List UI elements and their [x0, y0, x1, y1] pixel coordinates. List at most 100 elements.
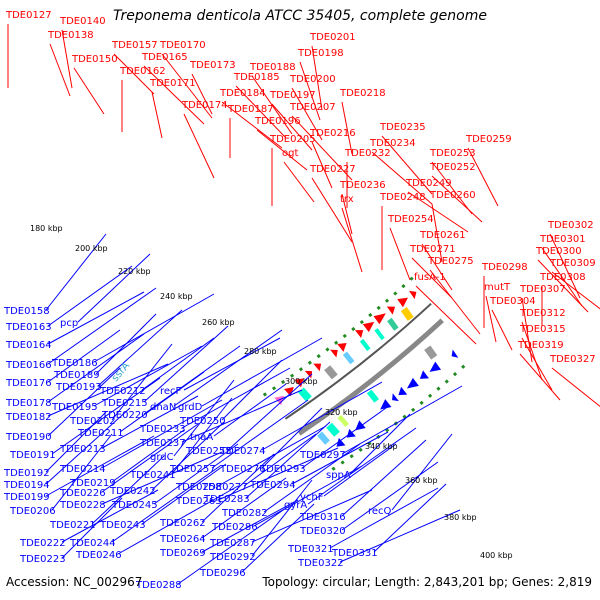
minus-gene-label: TDE0297 [299, 450, 346, 461]
plus-gene-label: mutT [484, 282, 511, 293]
minus-leader-line [47, 363, 169, 417]
gene-arrow [409, 290, 417, 300]
minus-gene-label: TDE0215 [101, 398, 148, 409]
gene-arrow [419, 370, 429, 379]
plus-leader-line [143, 65, 205, 125]
topology-text: Topology: circular; Length: 2,843,201 bp… [262, 575, 592, 589]
plus-leader-line [113, 53, 155, 95]
plus-leader-line [371, 151, 433, 205]
scale-label: 200 kbp [75, 244, 108, 253]
minus-gene-label: TDE0193 [55, 382, 102, 393]
accession-text: Accession: NC_002967 [6, 575, 143, 589]
category-block [342, 351, 355, 365]
plus-gene-label: TDE0304 [489, 296, 536, 307]
minus-leader-line [201, 453, 275, 523]
minus-gene-label: TDE0221 [49, 520, 96, 531]
minus-gene-label: TDE0263 [175, 496, 222, 507]
minus-gene-label: TDE0322 [297, 558, 344, 569]
plus-leader-line [341, 193, 353, 235]
plus-leader-line [291, 87, 323, 141]
plus-leader-line [49, 43, 71, 97]
minus-leader-line [51, 377, 161, 455]
plus-leader-line [551, 367, 600, 408]
minus-leader-line [251, 479, 313, 557]
minus-gene-label: TDE0190 [5, 432, 52, 443]
minus-gene-label: TDE0219 [69, 478, 116, 489]
gene-arrow [406, 377, 419, 389]
minus-leader-line [307, 427, 417, 505]
plus-gene-label: TDE0253 [429, 148, 476, 159]
plus-gene-label: TDE0207 [289, 102, 336, 113]
plus-gene-label: TDE0271 [409, 244, 456, 255]
minus-gene-label: TDE0264 [159, 534, 206, 545]
minus-gene-label: TDE0250 [179, 416, 226, 427]
plus-leader-line [271, 103, 313, 151]
minus-leader-line [93, 293, 215, 363]
scale-label: 180 kbp [30, 224, 63, 233]
plus-gene-label: TDE0232 [344, 148, 391, 159]
plus-gene-label: TDE0174 [181, 100, 228, 111]
minus-leader-line [339, 509, 461, 563]
minus-gene-label: TDE0242 [109, 486, 156, 497]
minus-leader-line [77, 253, 151, 323]
plus-gene-label: TDE0309 [549, 258, 596, 269]
minus-gene-label: TDE0331 [331, 548, 378, 559]
plus-gene-label: TDE0201 [309, 32, 356, 43]
plus-leader-line [521, 337, 553, 391]
minus-leader-line [373, 483, 447, 553]
category-block [374, 328, 385, 341]
plus-gene-label: TDE0196 [254, 116, 301, 127]
minus-leader-line [261, 381, 383, 451]
minus-gene-label: TDE0228 [59, 500, 106, 511]
minus-leader-line [253, 465, 363, 527]
plus-gene-label: TDE0200 [289, 74, 336, 85]
minus-gene-label: TDE0166 [5, 360, 52, 371]
minus-gene-label: TDE0255 [185, 446, 232, 457]
plus-leader-line [381, 135, 433, 195]
minus-gene-label: TDE0213 [59, 444, 106, 455]
minus-gene-label: TDE0320 [299, 526, 346, 537]
minus-gene-label: TDE0233 [139, 424, 186, 435]
minus-gene-label: TDE0286 [211, 522, 258, 533]
plus-gene-label: TDE0249 [405, 178, 452, 189]
scale-label: 280 kbp [244, 347, 277, 356]
gene-arrow [398, 386, 408, 396]
minus-gene-label: dnaN [150, 402, 176, 413]
plus-gene-label: TDE0188 [249, 62, 296, 73]
gene-arrow [313, 363, 322, 372]
gene-arrow [392, 393, 399, 402]
minus-gene-label: TDE0288 [135, 580, 182, 591]
minus-gene-label: recQ [368, 506, 392, 517]
plus-leader-line [61, 29, 73, 89]
gene-arrow [429, 361, 442, 372]
minus-gene-label: TDE0283 [203, 494, 250, 505]
plus-leader-line [341, 207, 363, 273]
minus-leader-line [227, 373, 313, 451]
category-block [424, 345, 438, 360]
scale-label: 300 kbp [285, 377, 318, 386]
category-block [317, 431, 330, 445]
minus-gene-label: TDE0192 [3, 468, 50, 479]
category-block [400, 307, 414, 321]
plus-gene-label: trx [340, 194, 354, 205]
plus-leader-line [415, 285, 477, 345]
minus-gene-label: TDE0176 [5, 378, 52, 389]
minus-strand-genes [336, 349, 459, 447]
minus-gene-label: TDE0244 [69, 538, 116, 549]
minus-gene-label: TDE0241 [129, 470, 176, 481]
minus-leader-line [323, 443, 397, 497]
category-block [326, 422, 340, 437]
plus-gene-label: TDE0205 [269, 134, 316, 145]
plus-leader-line [161, 53, 213, 119]
gene-arrow [354, 330, 364, 339]
minus-leader-line [47, 287, 157, 365]
plus-gene-label: TDE0259 [465, 134, 512, 145]
plus-gene-label: TDE0170 [159, 40, 206, 51]
minus-gene-label: TDE0194 [3, 480, 50, 491]
minus-gene-label: TDE0223 [19, 554, 66, 565]
minus-gene-label: TDE0206 [9, 506, 56, 517]
plus-leader-line [431, 203, 443, 263]
minus-leader-line [245, 421, 331, 499]
minus-leader-line [111, 429, 185, 483]
